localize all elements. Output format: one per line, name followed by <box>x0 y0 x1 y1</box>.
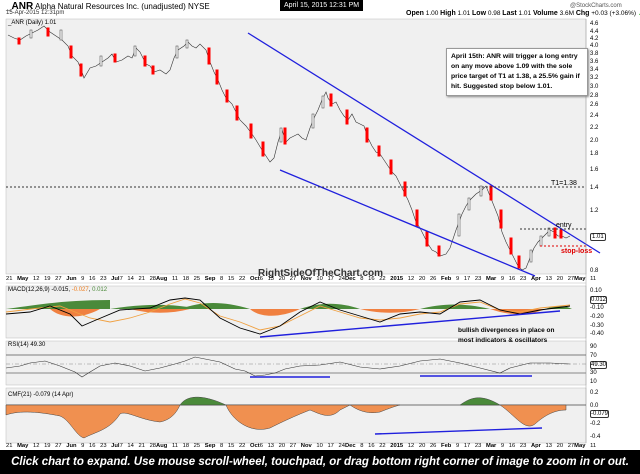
price-legend: _ANR (Daily) 1.01 <box>8 20 57 26</box>
last-price-badge: 1.01 <box>590 233 606 241</box>
stop-loss-label: stop-loss <box>561 248 593 255</box>
macd-line <box>5 297 571 335</box>
macd-divergence-line <box>259 310 561 338</box>
chart-timestamp: 15-Apr-2015 12:31pm <box>6 10 65 16</box>
cmf-divergence-line <box>374 427 543 435</box>
rsi-legend: RSI(14) 49.30 <box>8 342 46 348</box>
date-badge: April 15, 2015 12:31 PM <box>280 0 364 11</box>
macd-histogram <box>6 300 572 317</box>
cmf-legend: CMF(21) -0.079 (14 Apr) <box>8 392 74 398</box>
entry-label: entry <box>556 222 572 229</box>
divergence-note-1: bullish divergences in place on <box>458 327 555 334</box>
trade-note: April 15th: ANR will trigger a long entr… <box>446 48 588 96</box>
price-candles <box>7 25 571 271</box>
divergence-note-2: most indicators & oscillators <box>458 337 548 344</box>
watermark: RightSideOfTheChart.com <box>258 268 384 279</box>
macd-legend: MACD(12,26,9) -0.015, -0.027, 0.012 <box>8 287 108 293</box>
chart-header: _ANR Alpha Natural Resources Inc. (unadj… <box>0 0 640 17</box>
x-axis-labels-mid: 21 May 12 19 27 Jun 9 16 23 Jul7 14 21 2… <box>6 276 597 282</box>
rsi-panel <box>5 340 587 386</box>
rsi-line <box>5 356 571 378</box>
symbol-title: _ANR Alpha Natural Resources Inc. (unadj… <box>6 1 210 12</box>
macd-signal-line <box>5 298 571 331</box>
target-label: T1=1.38 <box>551 180 577 187</box>
footer-instructions: Click chart to expand. Use mouse scroll-… <box>0 450 640 474</box>
upper-trendline <box>247 32 601 254</box>
brand-label: @StockCharts.com <box>570 3 622 9</box>
lower-trendline <box>279 169 536 277</box>
x-axis-labels-bottom: 21 May 12 19 27 Jun 9 16 23 Jul7 14 21 2… <box>6 443 597 449</box>
quote-bar: Open 1.00 High 1.01 Low 0.98 Last 1.01 V… <box>406 10 640 17</box>
